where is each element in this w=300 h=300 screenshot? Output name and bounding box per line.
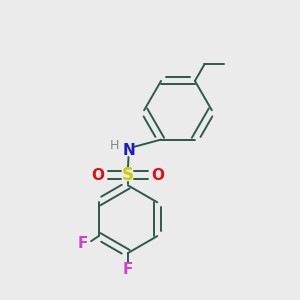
Text: S: S xyxy=(122,166,134,184)
Text: F: F xyxy=(123,262,133,277)
Text: H: H xyxy=(110,139,119,152)
Text: F: F xyxy=(78,236,88,251)
Text: O: O xyxy=(152,167,165,182)
Text: O: O xyxy=(91,167,104,182)
Text: N: N xyxy=(123,143,136,158)
